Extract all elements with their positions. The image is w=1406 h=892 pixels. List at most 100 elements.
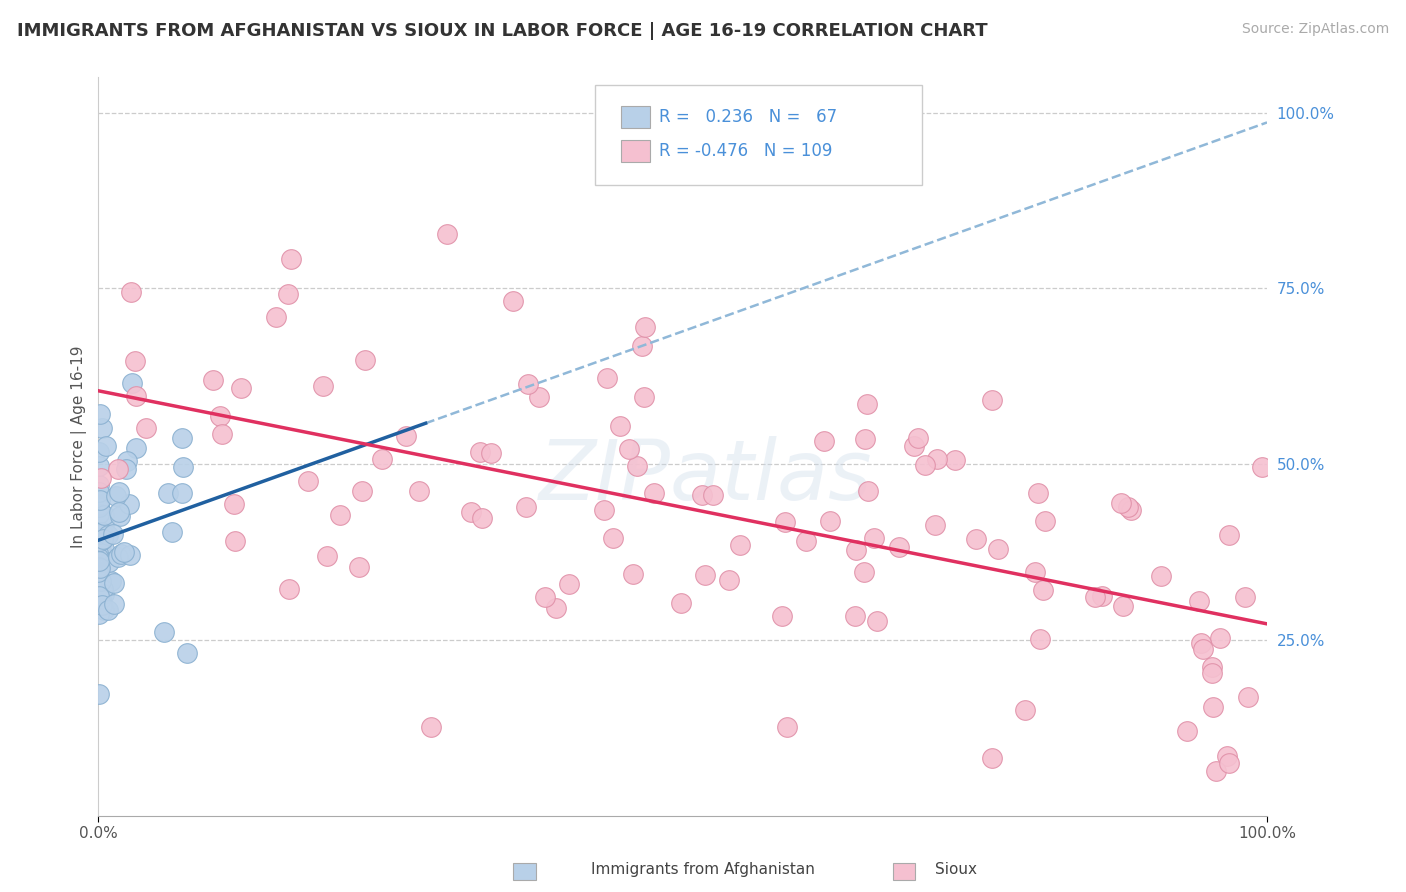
Point xyxy=(170,485,193,500)
Point xyxy=(862,531,884,545)
Point xyxy=(347,559,370,574)
Point xyxy=(1033,514,1056,528)
Point xyxy=(93,603,115,617)
Point xyxy=(91,533,114,547)
Point xyxy=(631,339,654,353)
Point xyxy=(856,397,879,411)
Point xyxy=(211,426,233,441)
Bar xyxy=(621,105,650,128)
Point xyxy=(621,567,644,582)
Point xyxy=(1218,528,1240,542)
Point xyxy=(1175,724,1198,739)
Point xyxy=(280,252,302,266)
Point xyxy=(222,497,245,511)
Point xyxy=(626,459,648,474)
Point xyxy=(602,531,624,545)
Point xyxy=(172,460,194,475)
Point xyxy=(353,352,375,367)
Point xyxy=(118,548,141,562)
Point xyxy=(887,540,910,554)
Point xyxy=(1024,565,1046,579)
Point xyxy=(858,484,880,499)
Point xyxy=(89,533,111,548)
Point xyxy=(925,451,948,466)
Point xyxy=(987,541,1010,556)
Point xyxy=(818,514,841,528)
Point xyxy=(1201,665,1223,680)
Point xyxy=(517,377,540,392)
Point xyxy=(87,607,110,621)
Point xyxy=(813,434,835,448)
Point xyxy=(91,420,114,434)
Point xyxy=(1202,700,1225,714)
Point xyxy=(770,608,793,623)
Point xyxy=(87,459,110,474)
Text: Immigrants from Afghanistan: Immigrants from Afghanistan xyxy=(591,863,815,877)
Point xyxy=(527,390,550,404)
Point xyxy=(924,518,946,533)
Point xyxy=(329,508,352,522)
Point xyxy=(702,488,724,502)
Text: IMMIGRANTS FROM AFGHANISTAN VS SIOUX IN LABOR FORCE | AGE 16-19 CORRELATION CHAR: IMMIGRANTS FROM AFGHANISTAN VS SIOUX IN … xyxy=(17,22,987,40)
Text: ZIP​atlas: ZIP​atlas xyxy=(540,435,873,516)
Point xyxy=(981,751,1004,765)
Point xyxy=(593,503,616,517)
Point xyxy=(773,515,796,529)
Point xyxy=(87,554,110,568)
Point xyxy=(101,527,124,541)
Point xyxy=(1111,495,1133,509)
Point xyxy=(395,429,418,443)
Point xyxy=(229,381,252,395)
Point xyxy=(120,285,142,299)
Point xyxy=(1149,568,1171,582)
Point xyxy=(153,625,176,640)
Point xyxy=(93,508,115,522)
Point xyxy=(502,293,524,308)
Point xyxy=(730,538,752,552)
Point xyxy=(515,500,537,514)
Point xyxy=(89,499,111,513)
Text: R =   0.236   N =   67: R = 0.236 N = 67 xyxy=(659,108,838,126)
Point xyxy=(91,598,114,612)
Point xyxy=(89,492,111,507)
Point xyxy=(633,390,655,404)
Point xyxy=(91,582,114,596)
Point xyxy=(97,528,120,542)
Point xyxy=(1251,460,1274,475)
Point xyxy=(1026,486,1049,500)
Point xyxy=(107,484,129,499)
Point xyxy=(87,527,110,541)
Point xyxy=(981,392,1004,407)
Point xyxy=(124,389,146,403)
Point xyxy=(277,286,299,301)
Point xyxy=(617,442,640,457)
Point xyxy=(1188,594,1211,608)
Point xyxy=(224,534,246,549)
Point xyxy=(1201,660,1223,674)
Point xyxy=(115,454,138,468)
Point xyxy=(103,576,125,591)
Point xyxy=(634,320,657,334)
Point xyxy=(1233,590,1256,604)
Point xyxy=(643,486,665,500)
Point xyxy=(907,431,929,445)
Point xyxy=(866,614,889,628)
Point xyxy=(1218,756,1240,771)
Point xyxy=(794,534,817,549)
Point xyxy=(408,484,430,499)
Point xyxy=(558,577,581,591)
Point xyxy=(903,439,925,453)
Point xyxy=(135,420,157,434)
Point xyxy=(115,461,138,475)
Point xyxy=(460,505,482,519)
Point xyxy=(87,478,110,492)
Point xyxy=(108,506,131,520)
Point xyxy=(91,524,114,539)
Point xyxy=(112,545,135,559)
Point xyxy=(89,508,111,522)
Point xyxy=(943,453,966,467)
Point xyxy=(1116,500,1139,514)
Point xyxy=(87,565,110,579)
Point xyxy=(1121,502,1143,516)
Point xyxy=(297,474,319,488)
